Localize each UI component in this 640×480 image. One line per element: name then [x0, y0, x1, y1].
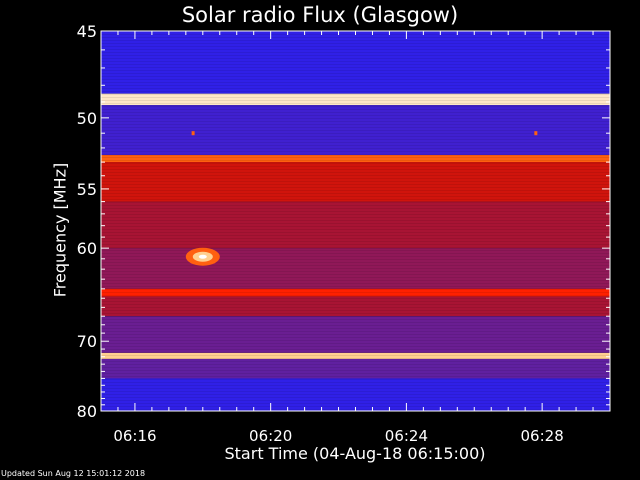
y-tick-label: 60 — [77, 239, 97, 258]
frequency-band-4 — [101, 162, 610, 202]
frequency-band-2 — [101, 105, 610, 156]
updated-timestamp: Updated Sun Aug 12 15:01:12 2018 — [1, 469, 146, 478]
x-tick-label: 06:28 — [521, 427, 564, 445]
frequency-band-0 — [101, 31, 610, 94]
x-tick-label: 06:20 — [249, 427, 292, 445]
x-axis-label: Start Time (04-Aug-18 06:15:00) — [224, 444, 486, 463]
burst-0-peak — [198, 254, 207, 259]
burst-1 — [191, 131, 195, 136]
frequency-band-5 — [101, 201, 610, 249]
chart-title: Solar radio Flux (Glasgow) — [181, 3, 459, 27]
burst-2 — [534, 131, 538, 136]
frequency-band-12 — [101, 378, 610, 411]
frequency-band-9 — [101, 316, 610, 353]
frequency-band-7 — [101, 288, 610, 297]
x-axis: 06:16 06:20 06:24 06:28 — [100, 31, 611, 445]
y-tick-label: 80 — [77, 402, 97, 421]
y-tick-label: 45 — [77, 22, 97, 41]
frequency-band-3 — [101, 155, 610, 163]
x-tick-label: 06:24 — [385, 427, 428, 445]
frequency-band-10 — [101, 352, 610, 359]
frequency-band-11 — [101, 358, 610, 379]
plot-area — [101, 31, 610, 411]
x-tick-label: 06:16 — [113, 427, 156, 445]
y-tick-label: 70 — [77, 332, 97, 351]
y-axis: 45 50 55 60 70 80 — [77, 22, 610, 421]
y-tick-label: 50 — [77, 109, 97, 128]
frequency-band-6 — [101, 248, 610, 289]
y-tick-label: 55 — [77, 180, 97, 199]
y-axis-label: Frequency [MHz] — [50, 162, 70, 298]
frequency-band-8 — [101, 296, 610, 317]
frequency-band-1 — [101, 93, 610, 106]
